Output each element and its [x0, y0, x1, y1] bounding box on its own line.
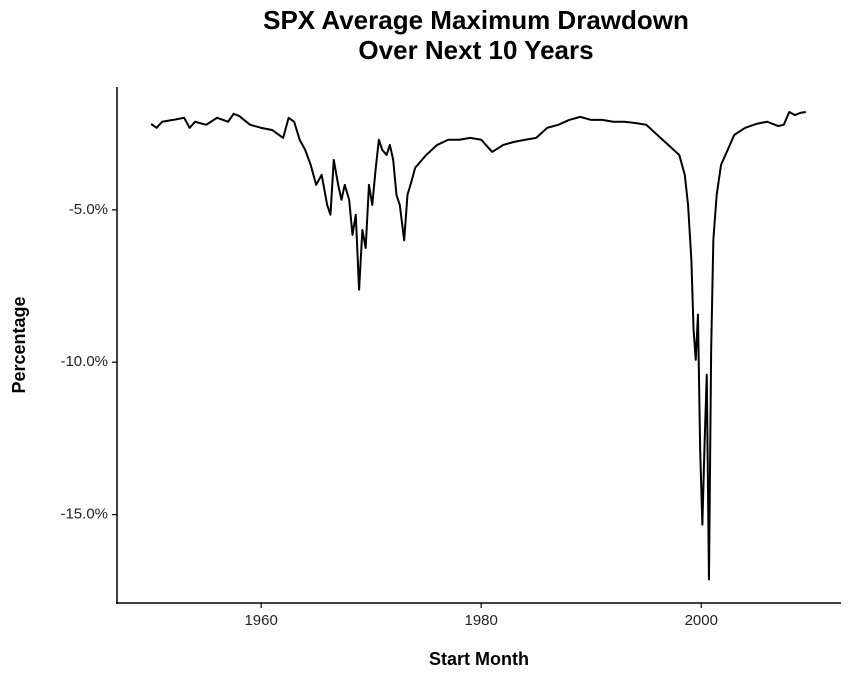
x-tick-label: 1960	[244, 612, 277, 629]
x-tick-label: 2000	[685, 612, 718, 629]
x-tick-label: 1980	[465, 612, 498, 629]
y-tick-label: -15.0%	[60, 506, 108, 523]
x-axis-label: Start Month	[429, 649, 529, 669]
y-tick-label: -10.0%	[60, 353, 108, 370]
data-line	[150, 110, 806, 581]
y-axis-label: Percentage	[9, 296, 29, 393]
chart-title: SPX Average Maximum Drawdown	[263, 5, 689, 35]
chart-title: Over Next 10 Years	[358, 35, 593, 65]
y-tick-label: -5.0%	[69, 201, 108, 218]
